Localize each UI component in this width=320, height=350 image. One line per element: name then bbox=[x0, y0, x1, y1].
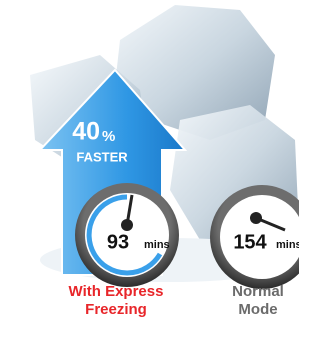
gauge-value: 93 bbox=[107, 231, 129, 253]
badge-label: FASTER bbox=[76, 149, 128, 164]
gauge-unit: mins bbox=[276, 239, 299, 251]
page: 40 % FASTER 93 mins 154 mins With Expres… bbox=[0, 0, 320, 350]
badge-sign: % bbox=[102, 128, 115, 145]
gauge-label: With Express bbox=[69, 283, 164, 300]
gauge-label: Freezing bbox=[85, 301, 147, 318]
gauge-value: 154 bbox=[233, 231, 267, 253]
badge-number: 40 bbox=[72, 118, 100, 146]
gauge-label: Normal bbox=[232, 283, 284, 300]
infographic: 40 % FASTER 93 mins 154 mins With Expres… bbox=[0, 0, 299, 350]
gauge-label: Mode bbox=[238, 301, 277, 318]
gauge-unit: mins bbox=[144, 239, 170, 251]
